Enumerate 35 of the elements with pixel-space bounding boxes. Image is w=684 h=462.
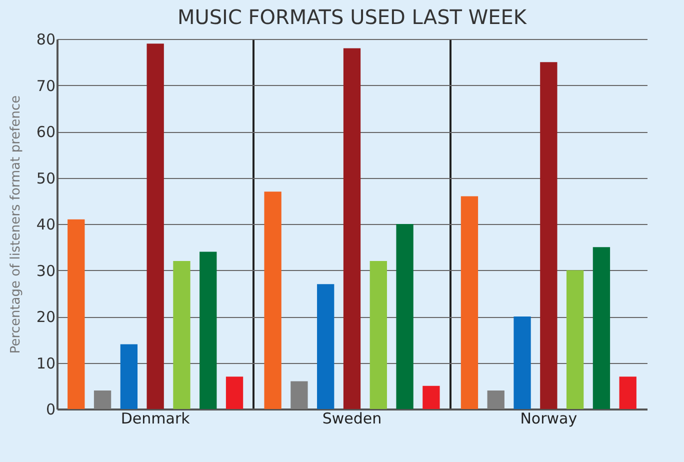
bar [514,316,531,409]
bar [290,381,308,409]
bar [592,247,610,409]
bar [396,224,414,409]
bar [173,261,190,409]
bar [146,44,164,409]
chart-title: MUSIC FORMATS USED LAST WEEK [177,5,528,29]
x-tick-label: Sweden [322,410,382,428]
y-tick-label: 0 [46,400,56,418]
bar [540,62,558,409]
bar [343,48,361,409]
y-tick-label: 10 [36,354,56,372]
x-tick-label: Norway [520,410,578,428]
bar [370,261,387,409]
bar [200,252,217,409]
y-tick-label: 30 [36,262,56,280]
y-tick-label: 70 [36,76,56,95]
bar [120,344,138,409]
y-axis-title: Percentage of listeners format prefence [8,95,24,354]
bar [226,376,244,409]
bar [487,390,504,409]
bar [68,219,85,409]
bar [317,284,334,409]
bar [619,376,636,409]
bar [422,386,440,409]
y-tick-label: 50 [36,169,56,188]
x-tick-label: Denmark [120,410,190,428]
bar [264,192,282,409]
y-tick-label: 20 [36,308,56,326]
bar [94,390,112,409]
bar [566,270,584,409]
bar [460,196,478,409]
y-tick-label: 60 [36,123,56,141]
y-tick-label: 40 [36,216,56,234]
y-tick-label: 80 [36,30,56,48]
